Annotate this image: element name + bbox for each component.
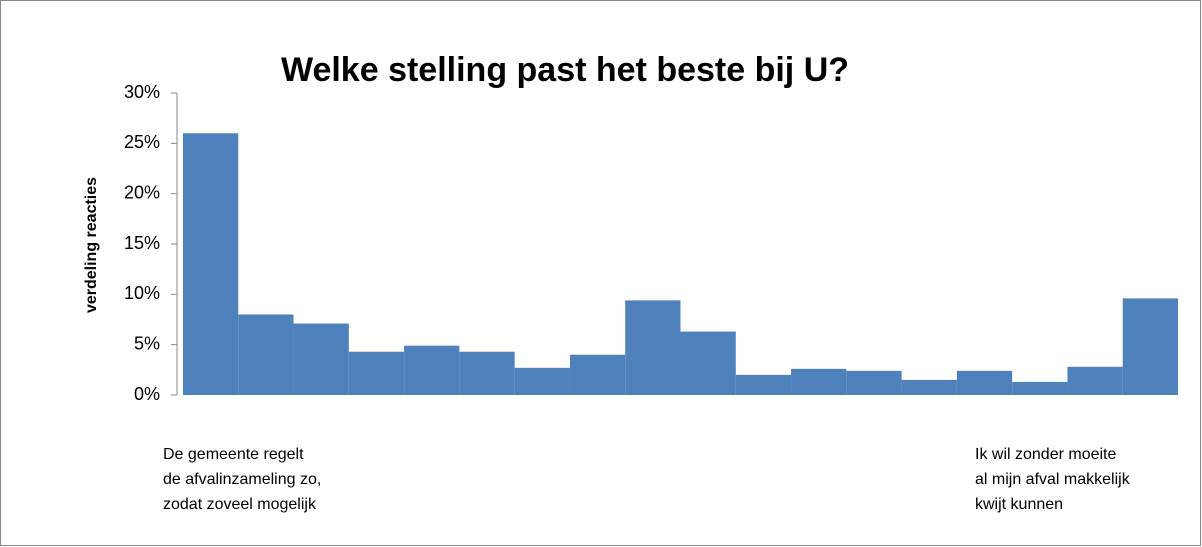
- y-tick-label: 15%: [124, 233, 160, 253]
- y-tick-label: 30%: [124, 82, 160, 102]
- annotation: Ik wil zonder moeite: [975, 446, 1116, 463]
- bar: [514, 367, 570, 395]
- bar: [238, 314, 294, 395]
- bar: [348, 351, 405, 395]
- bar: [956, 370, 1013, 395]
- bar: [293, 323, 349, 395]
- annotation: al mijn afval makkelijk: [975, 471, 1131, 488]
- chart-title: Welke stelling past het beste bij U?: [281, 51, 849, 89]
- annotation: kwijt kunnen: [975, 496, 1063, 513]
- y-tick-label: 10%: [124, 283, 160, 303]
- bar: [791, 368, 847, 395]
- bar: [901, 379, 957, 395]
- y-tick-label: 0%: [134, 384, 160, 404]
- annotation: zodat zoveel mogelijk: [163, 496, 317, 513]
- annotation: De gemeente regelt: [163, 446, 304, 463]
- y-axis-label: verdeling reacties: [83, 177, 100, 313]
- bar: [1067, 366, 1123, 395]
- bar: [183, 133, 239, 395]
- y-tick-label: 5%: [134, 333, 160, 353]
- bar: [569, 354, 626, 395]
- bar: [1012, 381, 1068, 395]
- bar: [735, 374, 792, 395]
- y-tick-label: 25%: [124, 132, 160, 152]
- bar: [459, 351, 515, 395]
- bar: [846, 370, 902, 395]
- annotation: de afvalinzameling zo,: [163, 471, 321, 488]
- y-tick-label: 20%: [124, 182, 160, 202]
- bar: [404, 345, 460, 395]
- bar: [680, 331, 736, 395]
- bar: [1122, 298, 1178, 395]
- bar: [625, 300, 681, 395]
